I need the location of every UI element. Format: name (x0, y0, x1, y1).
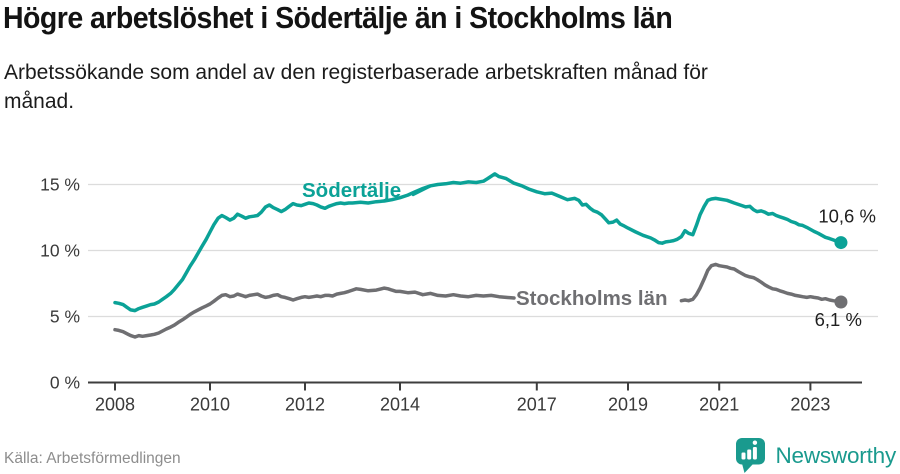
data-line-stockholms-län (679, 262, 843, 304)
logo-bar-medium (747, 449, 752, 460)
newsworthy-logo-text: Newsworthy (775, 442, 896, 468)
series-lines (113, 172, 843, 339)
logo-bar-short (741, 452, 746, 460)
x-tick-label: 2019 (608, 395, 648, 415)
sodertalje-label-connector (411, 185, 431, 197)
logo-bar-tall (753, 447, 758, 460)
y-tick-label: 15 % (40, 175, 80, 195)
subtitle-line-1: Arbetssökande som andel av den registerb… (4, 61, 708, 84)
gridlines (88, 183, 878, 384)
chart-subtitle: Arbetssökande som andel av den registerb… (4, 58, 708, 116)
x-tick-label: 2023 (790, 395, 830, 415)
logo-exclamation-dot (753, 440, 758, 445)
y-tick-label: 10 % (40, 241, 80, 261)
page-title: Högre arbetslöshet i Södertälje än i Sto… (3, 0, 673, 35)
sodertalje-end-dot (834, 236, 848, 250)
x-axis: 2008 2010 2012 2014 2017 2019 2021 2023 (95, 383, 830, 415)
x-tick-label: 2021 (699, 395, 739, 415)
bar-chart-speech-bubble-icon (736, 438, 766, 473)
newsworthy-logo: Newsworthy (735, 437, 896, 474)
x-tick-label: 2008 (95, 395, 135, 415)
y-tick-label: 0 % (50, 373, 80, 393)
y-tick-label: 5 % (50, 307, 80, 327)
data-line-stockholms-län (113, 286, 516, 339)
x-tick-label: 2010 (190, 395, 230, 415)
source-note: Källa: Arbetsförmedlingen (4, 450, 181, 467)
sodertalje-end-value: 10,6 % (818, 206, 876, 227)
stockholm-end-dot (834, 295, 848, 309)
series-label-stockholms-lan: Stockholms län (516, 287, 668, 310)
x-tick-label: 2017 (517, 395, 557, 415)
data-line-södertälje (113, 172, 843, 313)
subtitle-line-2: månad. (4, 90, 75, 113)
x-tick-label: 2012 (285, 395, 325, 415)
stockholm-end-value: 6,1 % (815, 309, 862, 330)
y-axis-tick-labels: 0 % 5 % 10 % 15 % (40, 175, 80, 393)
series-label-sodertalje: Södertälje (302, 179, 401, 202)
x-tick-label: 2014 (380, 395, 420, 415)
